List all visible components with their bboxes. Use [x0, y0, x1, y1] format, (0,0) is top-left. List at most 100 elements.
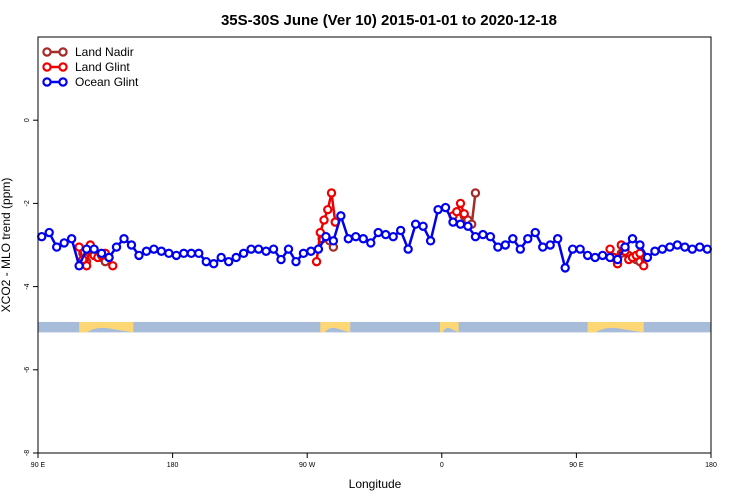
series-2-point-18 [171, 250, 182, 261]
land-segment-1 [320, 321, 351, 333]
y-tick-label-0: 0 [24, 118, 31, 122]
series-2-point-60 [485, 231, 496, 242]
series-2-point-69 [553, 234, 563, 244]
series-2-point-49 [403, 244, 413, 254]
series-2-point-33 [283, 244, 294, 254]
series-2-point-16 [156, 246, 167, 256]
legend-marker-end-0 [58, 47, 68, 57]
series-2-point-42 [351, 231, 361, 242]
series-2-point-14 [141, 246, 152, 256]
series-2-point-79 [627, 234, 638, 244]
series-1-point-12 [319, 215, 329, 225]
series-2-point-70 [560, 263, 570, 273]
series-2-point-62 [500, 240, 511, 250]
land-mask-band [38, 321, 711, 333]
series-2-point-28 [246, 244, 256, 254]
series-2-point-57 [463, 221, 473, 231]
series-2-point-89 [702, 244, 712, 254]
series-2-point-15 [149, 244, 159, 254]
x-tick-label-4: 90 E [569, 462, 584, 469]
series-1-point-14 [326, 188, 337, 198]
series-2-point-83 [657, 244, 668, 254]
series-2-point-13 [134, 250, 144, 261]
series-2-point-71 [567, 244, 578, 254]
legend-marker-2 [42, 77, 52, 87]
series-2-point-78 [620, 242, 630, 252]
y-tick-label-4: -8 [24, 450, 31, 456]
series-2-point-59 [478, 229, 488, 240]
series-2-point-27 [238, 248, 249, 259]
legend-marker-end-2 [58, 77, 68, 87]
land-segment-0 [79, 321, 134, 333]
series-2-point-76 [605, 252, 615, 263]
series-1-point-29 [639, 261, 649, 271]
series-2-point-68 [545, 240, 555, 250]
series-2-point-17 [164, 248, 174, 259]
series-2-point-77 [612, 254, 623, 265]
y-tick-label-2: -4 [24, 283, 31, 289]
series-2-point-82 [650, 246, 660, 256]
series-1-point-19 [459, 209, 469, 219]
series-2-point-55 [448, 217, 458, 227]
series-2-point-72 [575, 244, 585, 254]
x-tick-label-1: 180 [167, 462, 179, 469]
series-2-point-45 [373, 227, 383, 238]
series-2-point-53 [433, 204, 443, 215]
series-1-point-9 [108, 261, 118, 271]
series-2-point-37 [313, 244, 324, 254]
y-axis-label: XCO2 - MLO trend (ppm) [0, 178, 13, 313]
series-2-point-64 [515, 244, 526, 254]
land-segment-2 [439, 321, 459, 333]
ocean-band [38, 321, 711, 333]
series-2-point-8 [96, 248, 107, 259]
series-2-point-11 [119, 234, 129, 244]
plot-frame [37, 36, 712, 454]
series-2-point-44 [366, 238, 376, 248]
y-tick-label-1: -2 [24, 200, 31, 206]
series-2-point-22 [201, 256, 211, 267]
series-2-point-61 [493, 242, 503, 252]
series-0-point-15 [470, 188, 481, 198]
series-2-point-40 [336, 211, 346, 221]
legend-label-0: Land Nadir [75, 45, 134, 59]
legend-label-2: Ocean Glint [75, 75, 139, 89]
series-2-point-81 [642, 252, 653, 263]
series-2-point-88 [695, 242, 705, 252]
series-2-point-73 [582, 250, 593, 261]
x-tick-label-3: 0 [440, 462, 444, 469]
series-2-point-4 [66, 234, 77, 244]
series-1-point-17 [452, 207, 462, 217]
series-2-point-41 [343, 234, 354, 244]
series-2-point-32 [276, 254, 286, 265]
series-2-point-85 [672, 240, 683, 250]
series-2-point-63 [508, 234, 518, 244]
series-0 [78, 188, 645, 269]
series-2-point-29 [253, 244, 264, 254]
series-2-point-1 [44, 227, 54, 238]
series-2-point-51 [418, 221, 428, 231]
series-2-point-84 [665, 242, 675, 252]
series-2-point-9 [104, 252, 114, 263]
series-2-point-87 [687, 244, 698, 254]
series-2-point-80 [635, 240, 645, 250]
series-2-point-43 [358, 234, 368, 244]
series-1-point-0 [74, 242, 84, 252]
series-2-point-58 [470, 231, 481, 242]
series-2-point-25 [223, 256, 234, 267]
legend-marker-1 [42, 62, 52, 72]
series-1-point-18 [455, 198, 466, 209]
series-layer [37, 188, 712, 273]
y-tick-label-3: -6 [24, 367, 31, 373]
series-2-point-65 [523, 234, 533, 244]
x-axis-label: Longitude [349, 477, 402, 491]
series-2-point-75 [597, 250, 608, 261]
series-2-point-35 [298, 248, 309, 259]
series-2-point-34 [291, 256, 301, 267]
axes: 90 E 180 90 W 0 90 E 180 0 -2 -4 -6 -8 [24, 118, 717, 469]
series-1-point-10 [311, 256, 322, 267]
land-segment-3 [587, 321, 644, 333]
series-2-point-10 [111, 242, 122, 252]
series-2-point-12 [126, 240, 137, 250]
